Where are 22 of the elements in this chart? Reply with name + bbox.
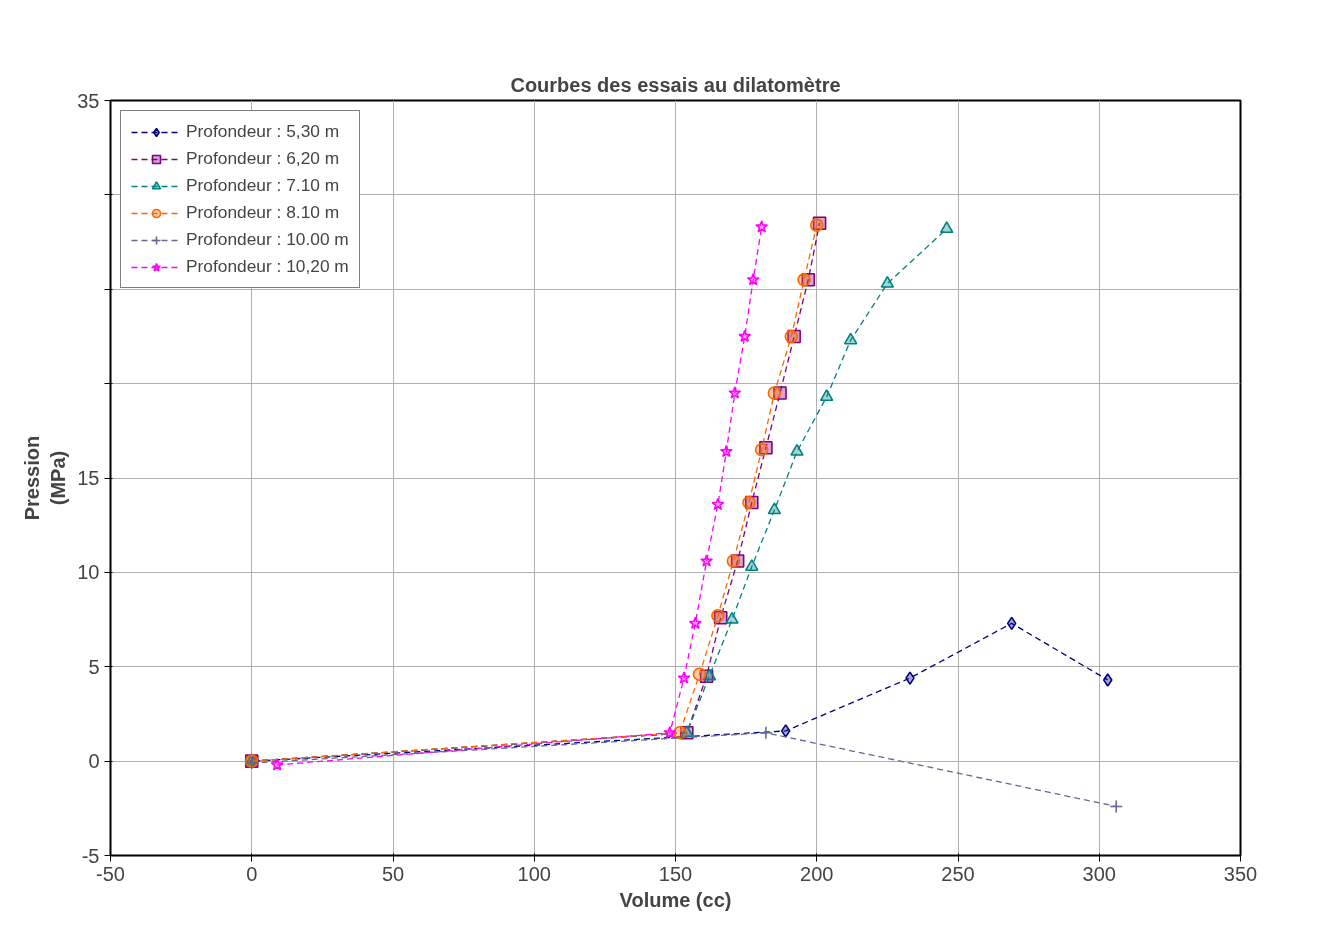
- y-tick-label: 0: [88, 750, 100, 773]
- y-tick-label: 5: [88, 655, 100, 678]
- legend-label: Profondeur : 6,20 m: [186, 148, 340, 169]
- chart-title: Courbes des essais au dilatomètre: [510, 73, 841, 96]
- y-axis-title: Pression (MPa): [20, 435, 70, 521]
- x-tick-label: 100: [517, 862, 551, 885]
- legend-label: Profondeur : 10,20 m: [186, 256, 349, 277]
- x-tick-label: 0: [246, 862, 258, 885]
- x-tick-label: 250: [941, 862, 975, 885]
- legend-label: Profondeur : 5,30 m: [186, 121, 340, 142]
- legend-label: Profondeur : 7.10 m: [186, 175, 340, 196]
- x-tick-label: 350: [1223, 862, 1258, 885]
- x-tick-label: 200: [800, 862, 834, 885]
- x-tick-label: 150: [658, 862, 693, 885]
- y-tick-label: 35: [77, 89, 100, 112]
- legend-label: Profondeur : 10.00 m: [186, 229, 349, 250]
- legend-label: Profondeur : 8.10 m: [186, 202, 340, 223]
- y-tick-label: 10: [77, 561, 100, 584]
- y-tick-label: 15: [77, 467, 100, 489]
- x-tick-label: 50: [381, 862, 405, 885]
- x-axis-title: Volume (cc): [619, 888, 732, 911]
- x-tick-label: 300: [1082, 862, 1116, 885]
